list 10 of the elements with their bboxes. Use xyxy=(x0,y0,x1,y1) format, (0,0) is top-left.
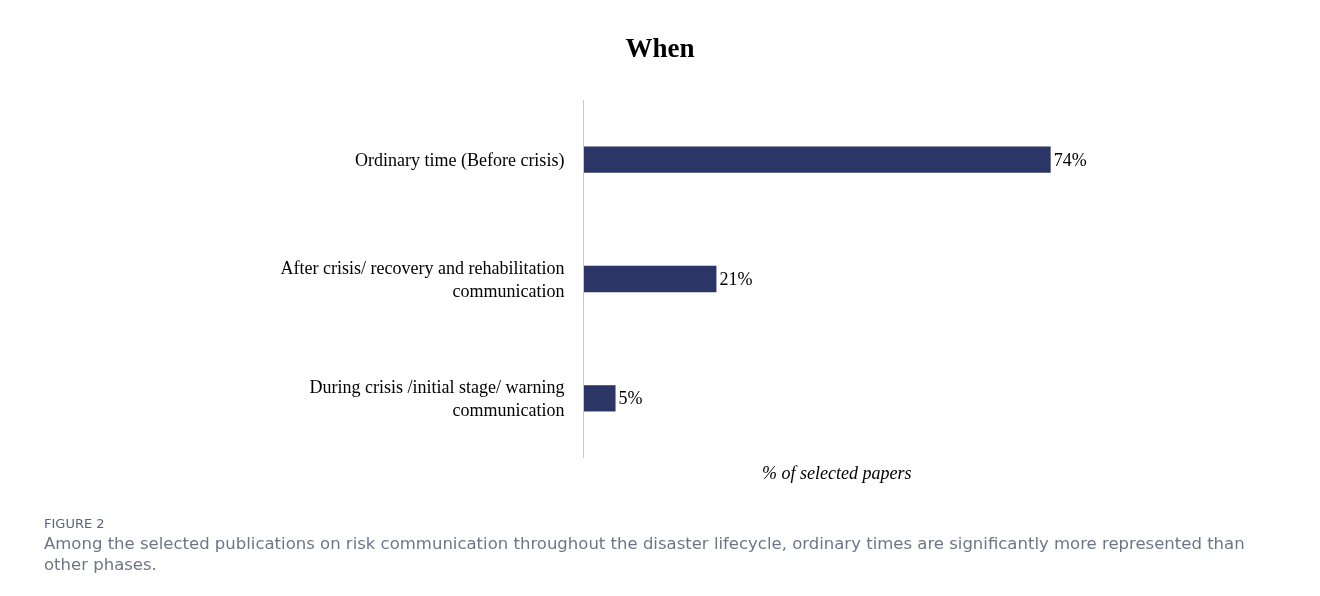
y-tick-label: Ordinary time (Before crisis) xyxy=(354,149,565,171)
data-label: 21% xyxy=(719,269,753,289)
y-tick-label: During crisis /initial stage/ warning communication xyxy=(309,376,565,421)
chart-title: When xyxy=(625,33,695,64)
data-label: 5% xyxy=(618,388,643,409)
data-label: 74% xyxy=(1053,149,1087,170)
caption: FIGURE 2 xyxy=(44,516,105,531)
text: Among the selected publications on risk communication throughout the disaster lifecycle, ordinary times are significantly more represented than other phases. xyxy=(44,534,1245,575)
x-axis-title: % of selected papers xyxy=(762,463,912,483)
y-tick-label: After crisis/ recovery and rehabilitation communication xyxy=(280,257,565,301)
